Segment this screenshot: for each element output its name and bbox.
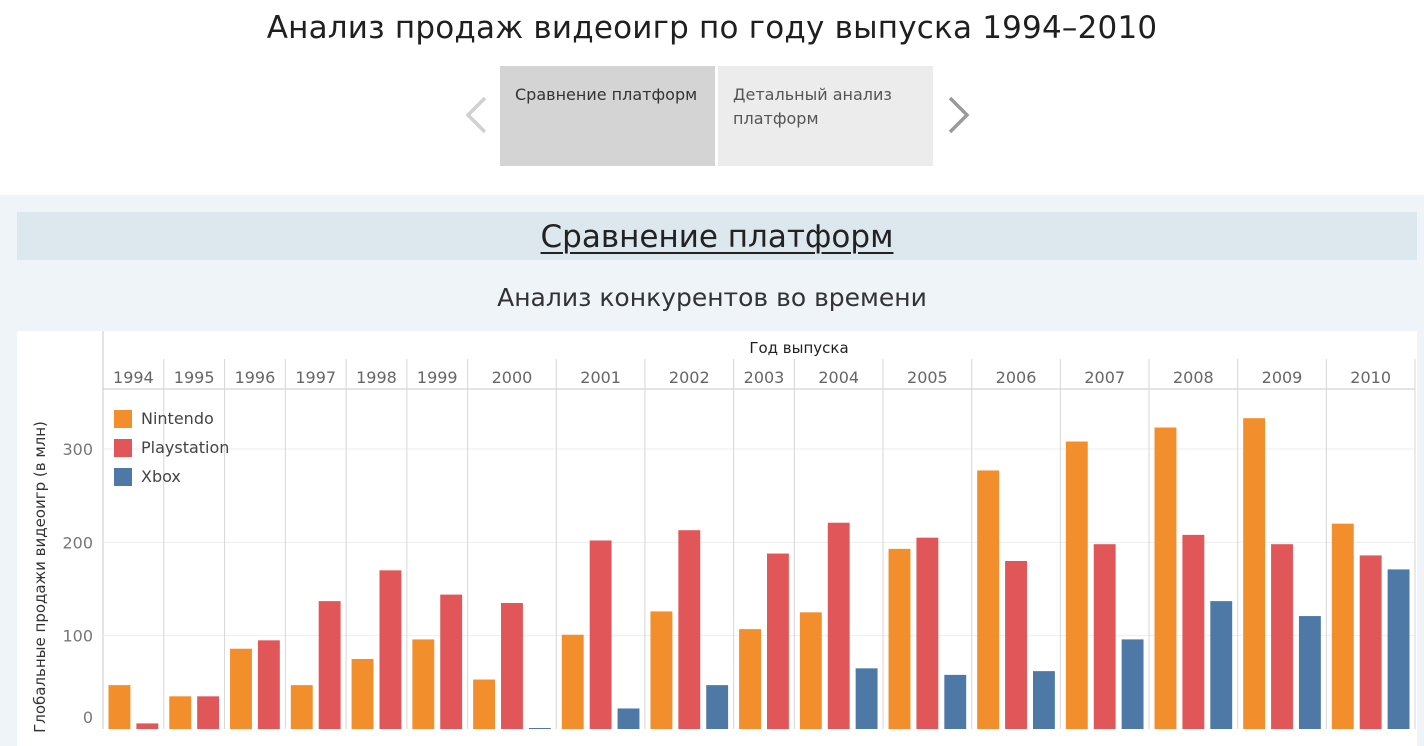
- bar-chart: 0 100 200 300 Год выпуска Глобальные продажи …: [31, 331, 1416, 733]
- legend-item-playstation[interactable]: Playstation: [114, 433, 229, 462]
- x-tick-label: 2004: [818, 368, 859, 387]
- bar-playstation-1999: [440, 594, 463, 729]
- x-tick-label: 1996: [235, 368, 276, 387]
- x-tick-label: 2001: [580, 368, 621, 387]
- x-tick-label: 2009: [1262, 368, 1303, 387]
- bar-xbox-2002: [706, 685, 729, 729]
- legend-swatch: [114, 438, 132, 457]
- bar-nintendo-2009: [1243, 418, 1266, 729]
- legend-label: Xbox: [141, 467, 181, 486]
- bar-nintendo-1997: [290, 685, 313, 729]
- bar-nintendo-1999: [412, 639, 435, 729]
- legend-label: Playstation: [141, 438, 230, 457]
- x-tick-label: 2002: [669, 368, 710, 387]
- y-tick-label: 100: [62, 627, 93, 646]
- x-tick-label: 2007: [1084, 368, 1125, 387]
- bar-playstation-2004: [827, 522, 850, 729]
- x-tick-label: 2010: [1350, 368, 1391, 387]
- bar-playstation-2000: [501, 603, 523, 729]
- chevron-right-icon[interactable]: [940, 93, 980, 137]
- legend-swatch: [114, 467, 132, 486]
- bar-xbox-2005: [944, 674, 967, 729]
- bar-nintendo-2007: [1065, 441, 1088, 729]
- bar-nintendo-2004: [799, 612, 822, 729]
- bar-nintendo-2003: [739, 629, 761, 729]
- bar-playstation-2010: [1359, 555, 1382, 729]
- legend: Nintendo Playstation Xbox: [114, 404, 229, 491]
- y-tick-label: 200: [62, 533, 93, 552]
- bar-xbox-2004: [855, 668, 878, 729]
- x-tick-label: 2000: [492, 368, 533, 387]
- x-tick-label: 1997: [295, 368, 336, 387]
- x-tick-label: 1995: [174, 368, 215, 387]
- bar-playstation-2001: [589, 540, 612, 729]
- section-title: Сравнение платформ: [540, 219, 894, 255]
- section-header: Сравнение платформ: [17, 212, 1417, 260]
- chart-title: Анализ конкурентов во времени: [497, 283, 927, 312]
- x-tick-label: 1998: [356, 368, 397, 387]
- x-tick-label: 1999: [417, 368, 458, 387]
- bar-playstation-2002: [678, 530, 701, 729]
- story-point-platform-comparison[interactable]: Сравнение платформ: [500, 66, 715, 166]
- legend-item-xbox[interactable]: Xbox: [114, 462, 229, 491]
- bar-playstation-2008: [1182, 534, 1205, 729]
- bar-nintendo-2000: [473, 679, 496, 729]
- story-point-detailed-analysis[interactable]: Детальный анализ платформ: [718, 66, 933, 166]
- y-tick-label: 0: [83, 708, 93, 727]
- bar-xbox-2009: [1298, 616, 1321, 729]
- bar-nintendo-2010: [1331, 523, 1354, 729]
- bar-playstation-2007: [1093, 544, 1116, 729]
- legend-item-nintendo[interactable]: Nintendo: [114, 404, 229, 433]
- bar-xbox-2007: [1121, 639, 1144, 729]
- bar-xbox-2000: [528, 728, 551, 729]
- bar-nintendo-1995: [169, 696, 192, 729]
- bar-nintendo-2006: [977, 470, 1000, 729]
- bar-nintendo-1994: [108, 685, 131, 729]
- bar-playstation-1997: [318, 601, 341, 729]
- x-tick-label: 2008: [1173, 368, 1214, 387]
- chevron-left-icon[interactable]: [458, 93, 498, 137]
- x-axis-title: Год выпуска: [749, 339, 848, 357]
- legend-swatch: [114, 409, 132, 428]
- legend-label: Nintendo: [141, 409, 214, 428]
- x-tick-label: 2005: [907, 368, 948, 387]
- dashboard-area: Сравнение платформ Анализ конкурентов во…: [0, 195, 1424, 746]
- story-navigator: Сравнение платформ Детальный анализ плат…: [0, 0, 1424, 190]
- x-tick-label: 2003: [744, 368, 785, 387]
- bar-nintendo-1996: [230, 648, 252, 729]
- chart-panel: 0 100 200 300 Год выпуска Глобальные продажи …: [17, 331, 1417, 746]
- dashboard-title: Анализ продаж видеоигр по году выпуска 1…: [266, 10, 1158, 46]
- x-tick-label: 1994: [113, 368, 154, 387]
- bar-xbox-2010: [1387, 569, 1410, 729]
- bar-playstation-1996: [257, 640, 280, 729]
- x-tick-label: 2006: [996, 368, 1037, 387]
- bar-playstation-2005: [916, 537, 939, 729]
- y-axis-title: Глобальные продажи видеоигр (в млн): [31, 421, 49, 733]
- bar-nintendo-2005: [888, 548, 911, 729]
- bar-nintendo-2001: [561, 634, 584, 729]
- bar-playstation-2006: [1005, 561, 1027, 729]
- bar-playstation-1995: [197, 696, 220, 729]
- bar-xbox-2001: [617, 708, 640, 729]
- bar-nintendo-1998: [351, 659, 374, 729]
- bar-xbox-2008: [1210, 601, 1233, 729]
- bar-playstation-1994: [136, 723, 159, 729]
- bar-playstation-2003: [767, 553, 789, 729]
- y-tick-label: 300: [62, 440, 93, 459]
- bar-playstation-1998: [379, 570, 402, 729]
- bar-playstation-2009: [1271, 544, 1293, 729]
- bar-nintendo-2002: [650, 611, 673, 729]
- bar-nintendo-2008: [1154, 427, 1177, 729]
- bar-xbox-2006: [1032, 671, 1055, 729]
